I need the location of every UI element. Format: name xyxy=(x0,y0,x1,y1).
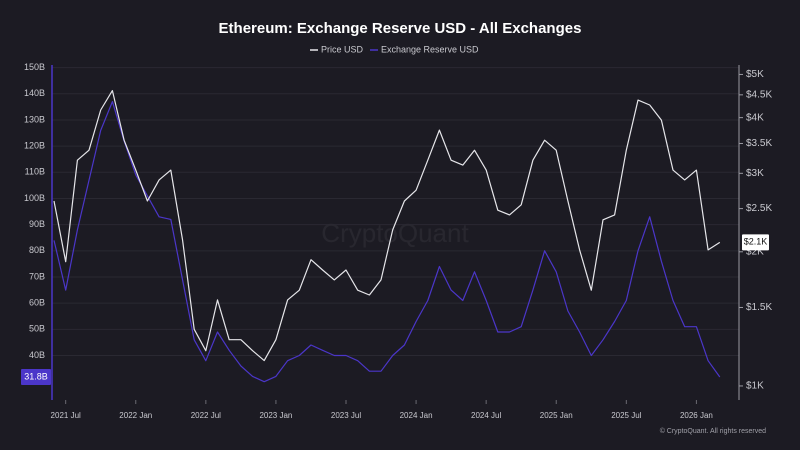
x-tick-label: 2023 Jul xyxy=(331,411,361,420)
y-tick-label: 140B xyxy=(24,88,45,98)
y-tick-label: 130B xyxy=(24,114,45,124)
x-tick-label: 2023 Jan xyxy=(259,411,292,420)
grid xyxy=(52,67,739,357)
y-tick-label: 120B xyxy=(24,141,45,151)
y2-tick-label: $3.5K xyxy=(746,138,772,149)
y-tick-label: 150B xyxy=(24,62,45,72)
axes: 40B 50B 60B 70B 80B 90B 100B 110B 120B 130B 140B 15… xyxy=(21,62,772,420)
value-label: 31.8B xyxy=(24,371,48,381)
series-line xyxy=(53,101,721,383)
y-tick-label: 50B xyxy=(29,324,45,334)
y2-tick-label: $4K xyxy=(746,112,764,123)
y2-tick-label: $2.5K xyxy=(746,203,772,214)
x-tick-label: 2022 Jan xyxy=(119,411,152,420)
y2-tick-label: $5K xyxy=(746,69,764,80)
y2-tick-label: $1.5K xyxy=(746,302,772,313)
y2-tick-label: $4.5K xyxy=(746,89,772,100)
y2-tick-label: $3K xyxy=(746,168,764,179)
series-line xyxy=(53,90,721,362)
x-tick-label: 2022 Jul xyxy=(191,411,221,420)
y-tick-label: 100B xyxy=(24,193,45,203)
x-tick-label: 2025 Jan xyxy=(540,411,573,420)
chart-title: Ethereum: Exchange Reserve USD - All Exc… xyxy=(219,20,582,37)
legend-label: Price USD xyxy=(321,44,364,54)
value-label: $2.1K xyxy=(744,237,768,247)
y-tick-label: 90B xyxy=(29,219,45,229)
x-tick-label: 2021 Jul xyxy=(51,411,81,420)
value-label-box xyxy=(21,368,51,385)
y-tick-label: 40B xyxy=(29,350,45,360)
y-tick-label: 110B xyxy=(25,167,45,177)
lines xyxy=(53,90,721,383)
y-tick-label: 60B xyxy=(29,298,45,308)
legend-label: Exchange Reserve USD xyxy=(381,44,479,54)
x-tick-label: 2024 Jan xyxy=(400,411,433,420)
credit: © CryptoQuant. All rights reserved xyxy=(660,427,766,435)
value-label-box xyxy=(742,234,769,251)
x-tick-label: 2025 Jul xyxy=(611,411,641,420)
y-tick-label: 70B xyxy=(29,271,45,281)
x-tick-label: 2026 Jan xyxy=(680,411,713,420)
y2-tick-label: $2K xyxy=(746,246,764,257)
x-tick-label: 2024 Jul xyxy=(471,411,501,420)
y-tick-label: 80B xyxy=(29,245,45,255)
y2-tick-label: $1K xyxy=(746,381,764,392)
